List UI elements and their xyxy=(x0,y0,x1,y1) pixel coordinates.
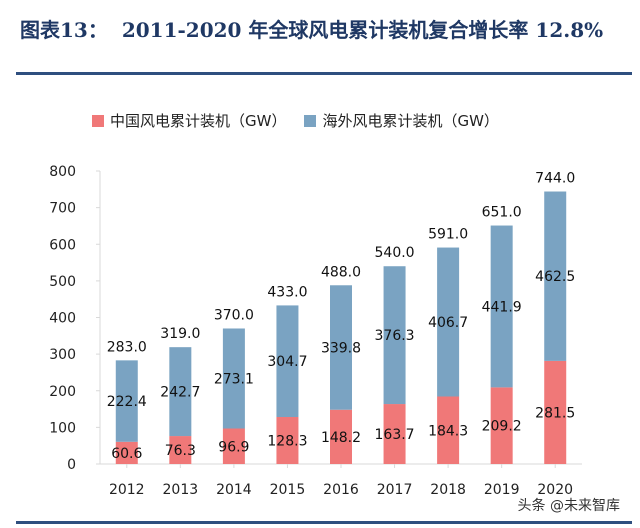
x-tick-label: 2012 xyxy=(109,482,145,498)
bar-china xyxy=(383,404,406,464)
data-label-china: 96.9 xyxy=(218,439,249,455)
bar-overseas xyxy=(383,266,406,405)
legend-label-china: 中国风电累计装机（GW） xyxy=(110,112,287,130)
x-tick-label: 2016 xyxy=(323,482,359,498)
data-label-china: 60.6 xyxy=(111,446,142,462)
data-label-overseas: 406.7 xyxy=(428,315,468,331)
data-label-china: 184.3 xyxy=(428,423,468,439)
bar-china xyxy=(330,409,352,464)
y-tick-label: 100 xyxy=(49,420,76,436)
legend-swatch-china xyxy=(92,114,104,127)
bar-china xyxy=(276,417,299,464)
data-label-total: 488.0 xyxy=(321,264,361,280)
data-label-china: 163.7 xyxy=(375,427,415,443)
data-label-overseas: 339.8 xyxy=(321,340,361,356)
x-tick-label: 2018 xyxy=(430,482,466,498)
y-tick-label: 200 xyxy=(49,384,76,400)
bar-overseas xyxy=(490,225,513,388)
y-tick-label: 600 xyxy=(49,237,76,253)
legend-swatch-overseas xyxy=(304,114,317,127)
y-tick-label: 300 xyxy=(49,347,76,363)
y-tick-label: 0 xyxy=(67,457,76,473)
title-text: 2011-2020 年全球风电累计装机复合增长率 12.8% xyxy=(121,18,604,42)
watermark: 头条 @未来智库 xyxy=(513,494,624,516)
y-tick-label: 800 xyxy=(49,164,76,180)
data-label-china: 148.2 xyxy=(321,430,361,446)
x-tick-label: 2019 xyxy=(484,482,520,498)
chart-title: 图表13： 2011-2020 年全球风电累计装机复合增长率 12.8% xyxy=(20,14,632,43)
y-tick-label: 400 xyxy=(49,311,76,327)
top-rule xyxy=(16,72,632,75)
bar-china xyxy=(115,441,138,464)
data-label-total: 283.0 xyxy=(107,339,147,355)
bar-china xyxy=(490,387,513,464)
bar-overseas xyxy=(169,347,192,437)
y-tick-label: 700 xyxy=(49,201,76,217)
bar-china xyxy=(437,396,460,464)
data-label-overseas: 222.4 xyxy=(107,394,147,410)
data-label-china: 128.3 xyxy=(267,434,307,450)
data-label-total: 591.0 xyxy=(428,227,468,243)
data-label-china: 209.2 xyxy=(482,419,522,435)
data-label-china: 281.5 xyxy=(535,405,575,421)
y-tick-label: 500 xyxy=(49,274,76,290)
x-tick-label: 2013 xyxy=(163,482,199,498)
bar-overseas xyxy=(222,328,245,429)
data-label-total: 319.0 xyxy=(160,326,200,342)
data-label-overseas: 376.3 xyxy=(375,328,415,344)
bar-overseas xyxy=(544,191,567,361)
bottom-rule xyxy=(16,521,632,524)
data-label-total: 370.0 xyxy=(214,307,254,323)
data-label-overseas: 462.5 xyxy=(535,269,575,285)
legend-label-overseas: 海外风电累计装机（GW） xyxy=(322,112,499,130)
data-label-overseas: 304.7 xyxy=(267,354,307,370)
data-label-overseas: 242.7 xyxy=(160,385,200,401)
x-tick-label: 2017 xyxy=(377,482,413,498)
bar-overseas xyxy=(330,285,352,410)
data-label-total: 651.0 xyxy=(482,205,522,221)
legend: 中国风电累计装机（GW） 海外风电累计装机（GW） xyxy=(92,110,499,131)
data-label-total: 540.0 xyxy=(375,245,415,261)
legend-item-overseas: 海外风电累计装机（GW） xyxy=(304,110,499,131)
legend-item-china: 中国风电累计装机（GW） xyxy=(92,110,286,131)
data-label-overseas: 441.9 xyxy=(482,299,522,315)
data-label-total: 433.0 xyxy=(267,284,307,300)
data-label-china: 76.3 xyxy=(165,443,196,459)
x-tick-label: 2014 xyxy=(216,482,252,498)
data-label-total: 744.0 xyxy=(535,171,575,187)
bar-overseas xyxy=(437,247,460,397)
bar-overseas xyxy=(115,360,138,442)
bar-china xyxy=(544,360,567,464)
figure-label: 图表13： xyxy=(20,18,108,42)
bar-china xyxy=(169,436,192,464)
data-label-overseas: 273.1 xyxy=(214,371,254,387)
x-tick-label: 2015 xyxy=(270,482,306,498)
bar-overseas xyxy=(276,305,299,418)
bar-china xyxy=(222,428,245,464)
